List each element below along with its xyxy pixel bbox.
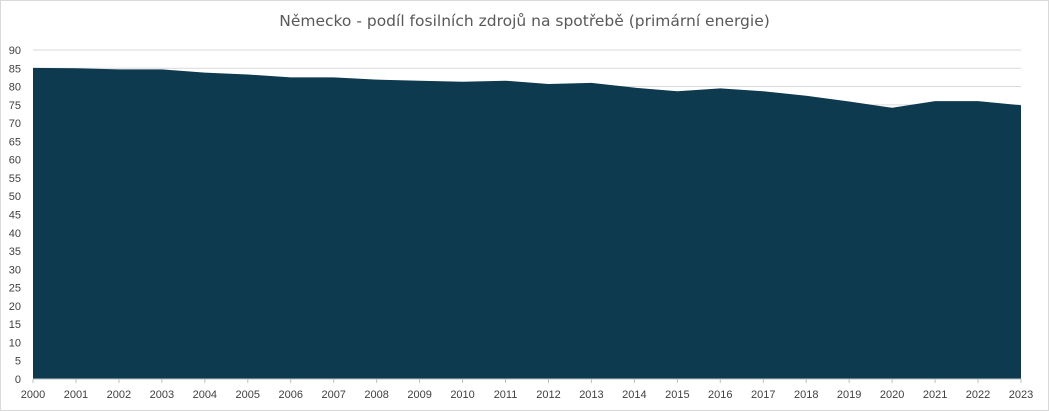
y-tick-label: 55 <box>9 173 21 185</box>
x-tick-label: 2015 <box>665 389 689 401</box>
x-tick-label: 2007 <box>321 389 345 401</box>
y-tick-label: 25 <box>9 283 21 295</box>
area-series <box>33 67 1021 379</box>
x-tick-label: 2018 <box>794 389 818 401</box>
x-tick-label: 2002 <box>107 389 131 401</box>
y-tick-label: 10 <box>9 337 21 349</box>
x-tick-label: 2013 <box>579 389 603 401</box>
y-tick-label: 35 <box>9 246 21 258</box>
y-tick-label: 65 <box>9 136 21 148</box>
y-tick-label: 50 <box>9 191 21 203</box>
y-tick-label: 90 <box>9 45 21 57</box>
x-tick-label: 2021 <box>923 389 947 401</box>
x-tick-label: 2023 <box>1009 389 1033 401</box>
x-tick-label: 2012 <box>536 389 560 401</box>
x-axis-tick-labels: 2000 2001 2002 2003 2004 2005 2006 2007 2008 2009… <box>21 378 1033 401</box>
y-tick-label: 45 <box>9 210 21 222</box>
x-tick-label: 2008 <box>364 389 388 401</box>
y-axis-tick-labels: 0 5 10 15 20 25 30 35 40 45 50 55 60 65 70 75 80 85 90 <box>9 45 21 386</box>
area-series-fill <box>33 67 1021 379</box>
y-tick-label: 40 <box>9 228 21 240</box>
y-tick-label: 70 <box>9 118 21 130</box>
y-tick-label: 80 <box>9 82 21 94</box>
y-tick-label: 0 <box>15 374 21 386</box>
x-tick-label: 2019 <box>837 389 861 401</box>
y-tick-label: 30 <box>9 264 21 276</box>
chart-title: Německo - podíl fosilních zdrojů na spot… <box>279 12 770 30</box>
x-tick-label: 2005 <box>236 389 260 401</box>
y-tick-label: 15 <box>9 319 21 331</box>
x-tick-label: 2006 <box>278 389 302 401</box>
x-tick-label: 2001 <box>64 389 88 401</box>
x-tick-label: 2003 <box>150 389 174 401</box>
y-tick-label: 85 <box>9 63 21 75</box>
x-tick-label: 2020 <box>880 389 904 401</box>
y-tick-label: 5 <box>15 356 21 368</box>
x-tick-label: 2000 <box>21 389 45 401</box>
y-tick-label: 20 <box>9 301 21 313</box>
x-tick-label: 2016 <box>708 389 732 401</box>
x-tick-label: 2004 <box>193 389 217 401</box>
x-tick-label: 2009 <box>407 389 431 401</box>
x-tick-label: 2017 <box>751 389 775 401</box>
y-tick-label: 75 <box>9 100 21 112</box>
y-tick-label: 60 <box>9 155 21 167</box>
x-tick-label: 2022 <box>966 389 990 401</box>
x-tick-label: 2011 <box>494 389 518 401</box>
x-tick-label: 2014 <box>622 389 646 401</box>
x-tick-label: 2010 <box>450 389 474 401</box>
